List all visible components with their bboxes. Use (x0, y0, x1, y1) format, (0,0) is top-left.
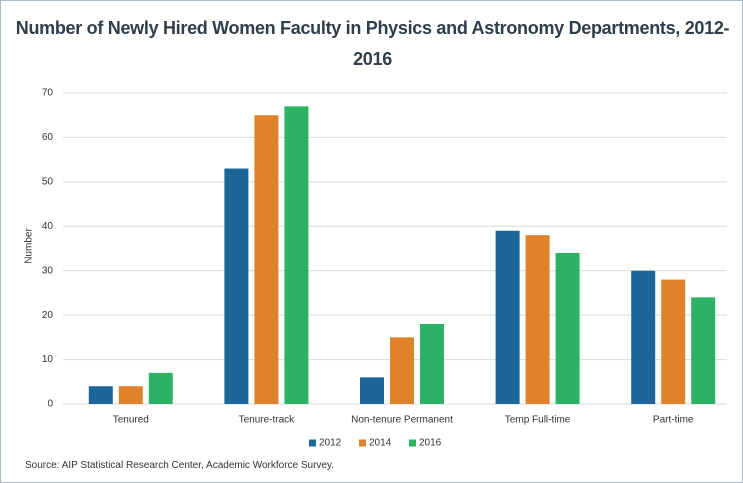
legend-label: 2012 (319, 438, 342, 449)
bar (148, 372, 173, 404)
y-tick-label: 70 (42, 88, 54, 99)
legend-label: 2016 (419, 438, 442, 449)
bar (88, 386, 113, 404)
x-tick-label: Temp Full-time (505, 415, 571, 426)
bar (360, 377, 384, 404)
x-tick-label: Non-tenure Permanent (351, 415, 453, 426)
y-tick-label: 10 (42, 354, 54, 365)
y-tick-label: 60 (42, 132, 54, 143)
legend-swatch (409, 439, 416, 447)
legend-swatch (309, 439, 316, 447)
x-tick-label: Tenure-track (239, 415, 296, 426)
y-tick-label: 40 (42, 221, 54, 232)
y-tick-label: 30 (42, 265, 54, 276)
bar (254, 115, 279, 404)
x-tick-label: Part-time (653, 415, 694, 426)
y-axis-label: Number (24, 228, 35, 264)
bar (691, 297, 716, 404)
bar (631, 270, 656, 404)
y-tick-label: 50 (42, 176, 54, 187)
chart-title: Number of Newly Hired Women Faculty in P… (15, 18, 730, 69)
bar (390, 337, 414, 404)
bar (495, 230, 520, 404)
bar (555, 252, 580, 404)
legend-label: 2014 (369, 438, 392, 449)
y-tick-label: 20 (42, 310, 54, 321)
bar (118, 386, 143, 404)
y-tick-label: 0 (47, 399, 53, 410)
bar (224, 168, 249, 404)
legend-swatch (359, 439, 366, 447)
bar (284, 106, 309, 404)
bar (420, 324, 444, 404)
bar (525, 235, 550, 404)
source-note: Source: AIP Statistical Research Center,… (25, 460, 335, 471)
bar (661, 279, 686, 404)
x-tick-label: Tenured (113, 415, 149, 426)
